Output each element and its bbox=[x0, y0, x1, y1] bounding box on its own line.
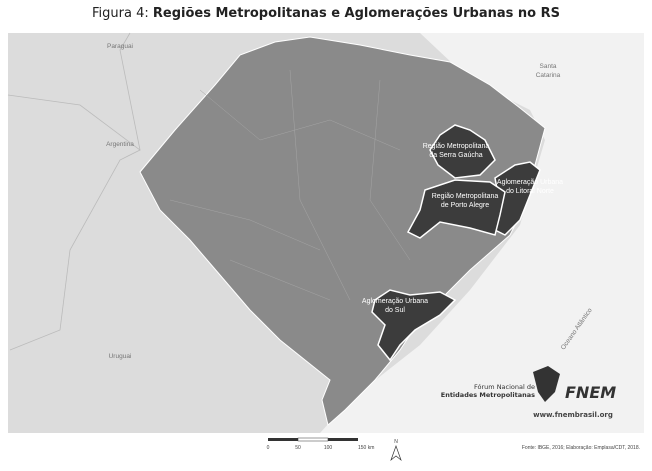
figure-title-text: Regiões Metropolitanas e Aglomerações Ur… bbox=[153, 6, 560, 21]
region-porto-alegre bbox=[406, 179, 506, 239]
label-line: Paraguai bbox=[107, 43, 133, 50]
label-line: Aglomeração Urbana bbox=[362, 298, 428, 305]
scale-segment bbox=[268, 438, 298, 441]
border-line bbox=[119, 32, 141, 151]
logo-url: www.fnembrasil.org bbox=[533, 411, 613, 419]
label-line: do Sul bbox=[385, 307, 405, 314]
label-line: de Porto Alegre bbox=[441, 202, 489, 209]
region-serra bbox=[429, 124, 496, 179]
label-line: da Serra Gaúcha bbox=[429, 152, 482, 159]
border-line bbox=[7, 94, 141, 351]
scale-segment bbox=[328, 438, 358, 441]
north-label: N bbox=[394, 439, 398, 445]
label-line: Catarina bbox=[536, 72, 561, 79]
north-arrow bbox=[390, 444, 402, 462]
figure-title: Figura 4: Regiões Metropolitanas e Aglom… bbox=[92, 6, 560, 21]
label-line: Região Metropolitana bbox=[423, 143, 490, 150]
logo-line: Fórum Nacional de bbox=[474, 383, 535, 391]
region-label: Região Metropolitana da Serra Gaúcha bbox=[423, 143, 490, 159]
scale-label: 150 km bbox=[358, 445, 374, 451]
figure-prefix: Figura 4: bbox=[92, 6, 153, 21]
logo-text: Fórum Nacional de Entidades Metropolitana… bbox=[441, 383, 535, 399]
scale-label: 0 bbox=[267, 445, 270, 451]
label-line: Argentina bbox=[106, 141, 134, 148]
logo-brand: FNEM bbox=[565, 383, 616, 402]
label-line: Santa bbox=[540, 63, 557, 70]
country-label: Uruguai bbox=[109, 353, 132, 360]
country-label: Paraguai bbox=[107, 43, 133, 50]
scale-label: 100 bbox=[324, 445, 333, 451]
region-label: Aglomeração Urbana do Sul bbox=[362, 298, 428, 314]
logo-icon bbox=[533, 366, 560, 402]
ocean bbox=[320, 33, 644, 433]
label-line: do Litoral Norte bbox=[506, 188, 554, 195]
region-label: Aglomeração Urbana do Litoral Norte bbox=[497, 179, 563, 195]
label-line: Uruguai bbox=[109, 353, 132, 360]
scale-segment bbox=[297, 437, 329, 442]
scale-label: 50 bbox=[295, 445, 301, 451]
label-line: Aglomeração Urbana bbox=[497, 179, 563, 186]
country-label: Argentina bbox=[106, 141, 134, 148]
municipal-lines bbox=[169, 69, 411, 301]
country-label: Santa Catarina bbox=[536, 63, 561, 79]
source: Fonte: IBGE, 2016; Elaboração: Emplasa/C… bbox=[522, 445, 640, 451]
region-label: Região Metropolitana de Porto Alegre bbox=[432, 193, 499, 209]
region-sul bbox=[371, 289, 457, 362]
logo-line: Entidades Metropolitanas bbox=[441, 391, 535, 399]
label-line: Região Metropolitana bbox=[432, 193, 499, 200]
